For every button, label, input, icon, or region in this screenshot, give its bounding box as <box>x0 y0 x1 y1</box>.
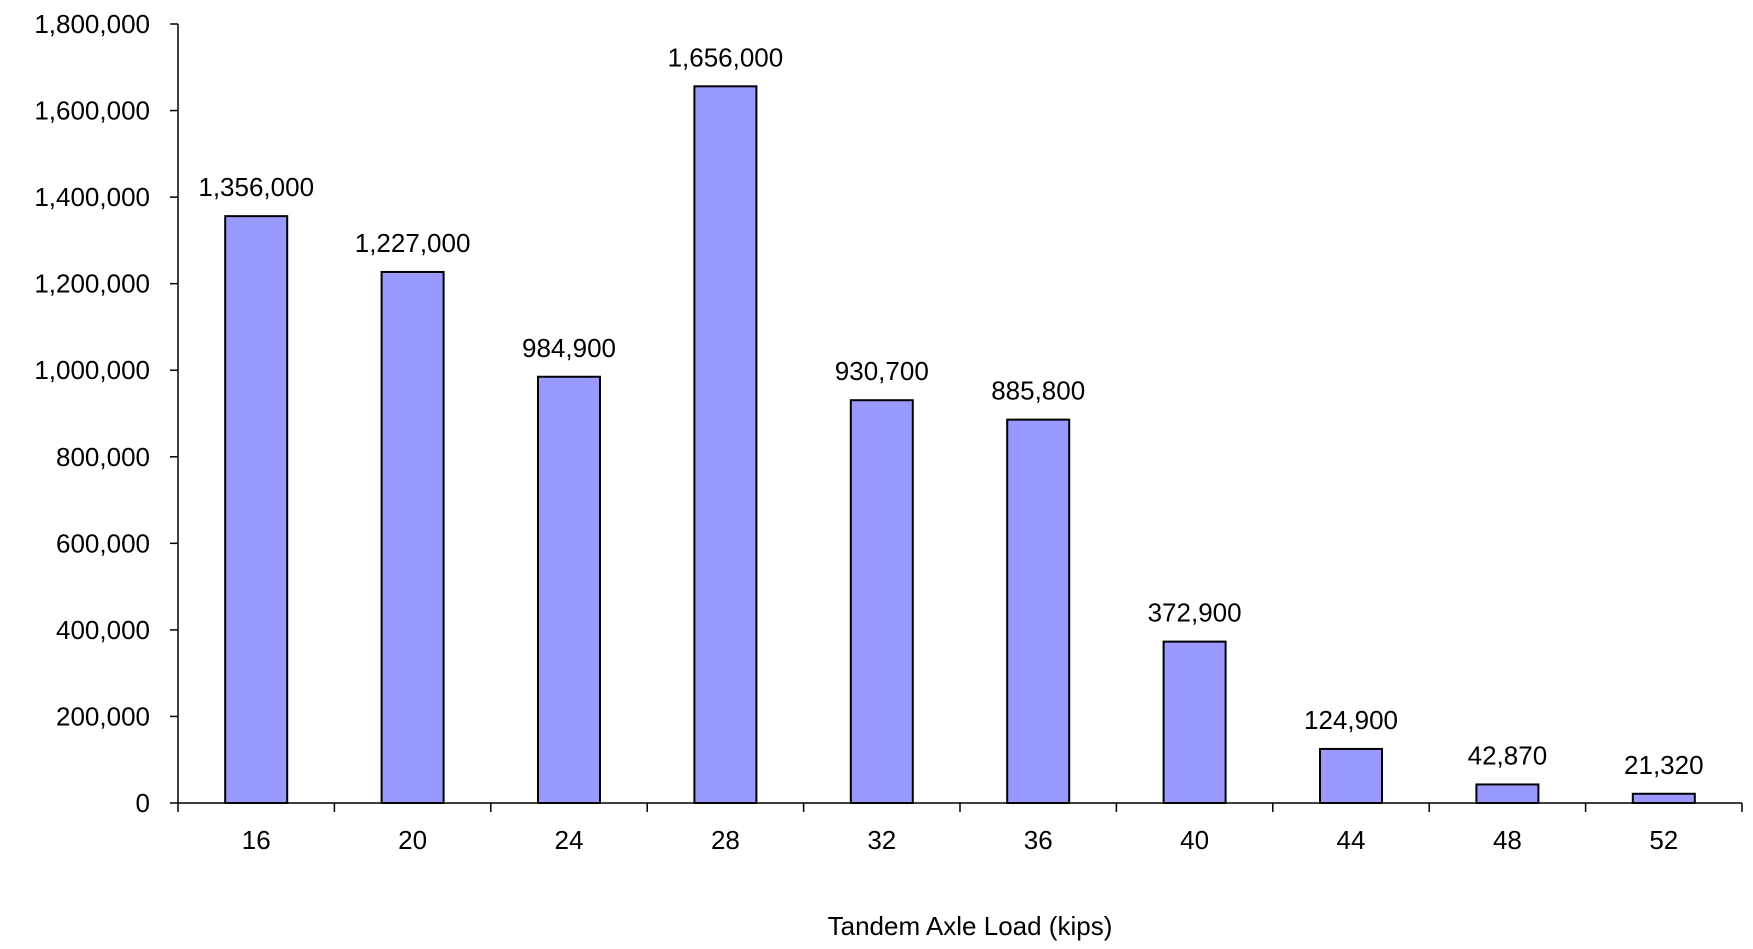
y-tick-label: 0 <box>136 788 150 818</box>
x-tick-label: 40 <box>1180 825 1209 855</box>
data-label: 1,656,000 <box>668 42 784 72</box>
bar <box>224 215 289 805</box>
x-tick-label: 16 <box>242 825 271 855</box>
x-tick-label: 24 <box>555 825 584 855</box>
y-tick-label: 800,000 <box>56 442 150 472</box>
x-tick-label: 20 <box>398 825 427 855</box>
y-tick-label: 1,600,000 <box>34 96 150 126</box>
data-label: 885,800 <box>991 376 1085 406</box>
x-tick-label: 52 <box>1649 825 1678 855</box>
bar <box>849 399 914 804</box>
y-axis: 0 200,000 400,000 600,000 800,000 1,000,000 1,… <box>34 9 179 818</box>
bar <box>1475 783 1540 805</box>
data-label: 930,700 <box>835 356 929 386</box>
data-label: 124,900 <box>1304 705 1398 735</box>
bar <box>693 85 758 804</box>
x-tick-label: 44 <box>1337 825 1366 855</box>
y-tick-label: 1,000,000 <box>34 355 150 385</box>
x-tick-label: 28 <box>711 825 740 855</box>
y-tick-label: 200,000 <box>56 701 150 731</box>
bar <box>380 270 445 804</box>
x-axis-title: Tandem Axle Load (kips) <box>828 911 1113 941</box>
data-label: 21,320 <box>1624 750 1704 780</box>
y-tick-label: 1,800,000 <box>34 9 150 39</box>
bar <box>1631 792 1696 805</box>
y-tick-label: 400,000 <box>56 615 150 645</box>
bar <box>1006 418 1071 804</box>
data-label: 1,227,000 <box>355 228 471 258</box>
x-tick-label: 36 <box>1024 825 1053 855</box>
data-label: 1,356,000 <box>198 172 314 202</box>
bar <box>537 375 601 804</box>
bar <box>1319 747 1383 804</box>
data-label: 984,900 <box>522 333 616 363</box>
data-label: 42,870 <box>1468 740 1548 770</box>
y-tick-label: 1,200,000 <box>34 269 150 299</box>
x-tick-label: 48 <box>1493 825 1522 855</box>
x-tick-label: 32 <box>867 825 896 855</box>
x-axis: 16 20 24 28 32 36 40 44 48 52 <box>177 802 1743 855</box>
data-labels: 1,356,000 1,227,000 984,900 1,656,000 930,70… <box>198 42 1703 779</box>
data-label: 372,900 <box>1148 598 1242 628</box>
y-tick-label: 600,000 <box>56 528 150 558</box>
bar <box>1162 640 1227 805</box>
y-tick-label: 1,400,000 <box>34 182 150 212</box>
bars <box>224 85 1696 805</box>
